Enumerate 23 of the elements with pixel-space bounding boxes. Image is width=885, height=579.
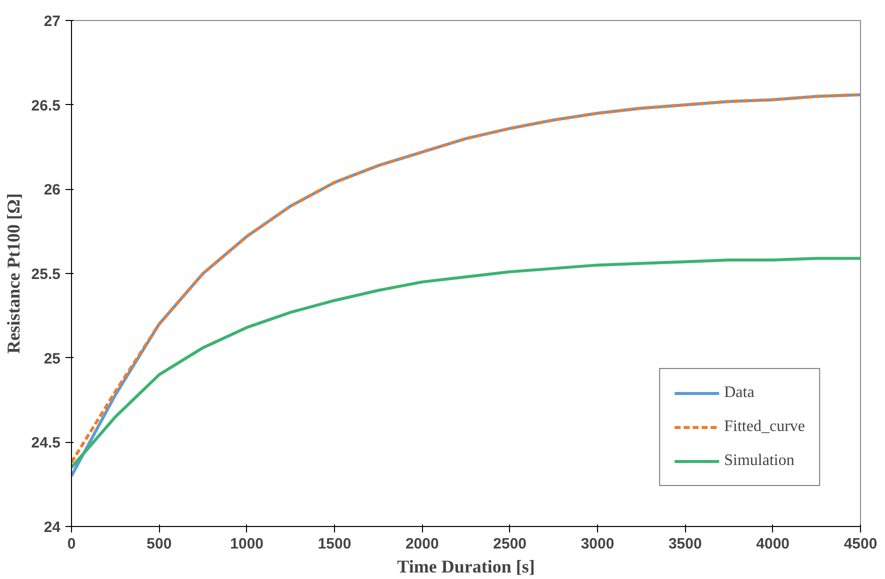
y-tick-label: 24.5 bbox=[31, 434, 61, 452]
x-tick-label: 500 bbox=[146, 536, 172, 552]
y-tick-label: 24 bbox=[44, 519, 62, 536]
x-tick-label: 4000 bbox=[756, 536, 790, 552]
y-axis-title: Resistance Pt100 [Ω] bbox=[3, 193, 24, 354]
y-tick-label: 26 bbox=[44, 182, 61, 199]
y-tick-label: 25.5 bbox=[31, 266, 61, 283]
x-tick-label: 2500 bbox=[493, 536, 527, 552]
y-tick-label: 27 bbox=[44, 13, 61, 30]
x-tick-label: 1000 bbox=[230, 536, 264, 552]
x-tick-label: 3500 bbox=[668, 536, 702, 552]
x-tick-label: 4500 bbox=[844, 536, 878, 552]
x-tick-label: 2000 bbox=[405, 536, 439, 552]
x-axis-title: Time Duration [s] bbox=[397, 556, 535, 576]
x-tick-label: 3000 bbox=[580, 536, 614, 552]
x-tick-label: 0 bbox=[67, 536, 76, 552]
legend-label: Data bbox=[724, 384, 754, 402]
y-tick-label: 26.5 bbox=[31, 97, 61, 114]
line-series bbox=[72, 256, 860, 469]
legend-label: Fitted_curve bbox=[724, 418, 805, 436]
x-tick-label: 1500 bbox=[318, 536, 352, 552]
y-tick-label: 25 bbox=[44, 350, 61, 368]
legend-label: Simulation bbox=[724, 452, 794, 470]
